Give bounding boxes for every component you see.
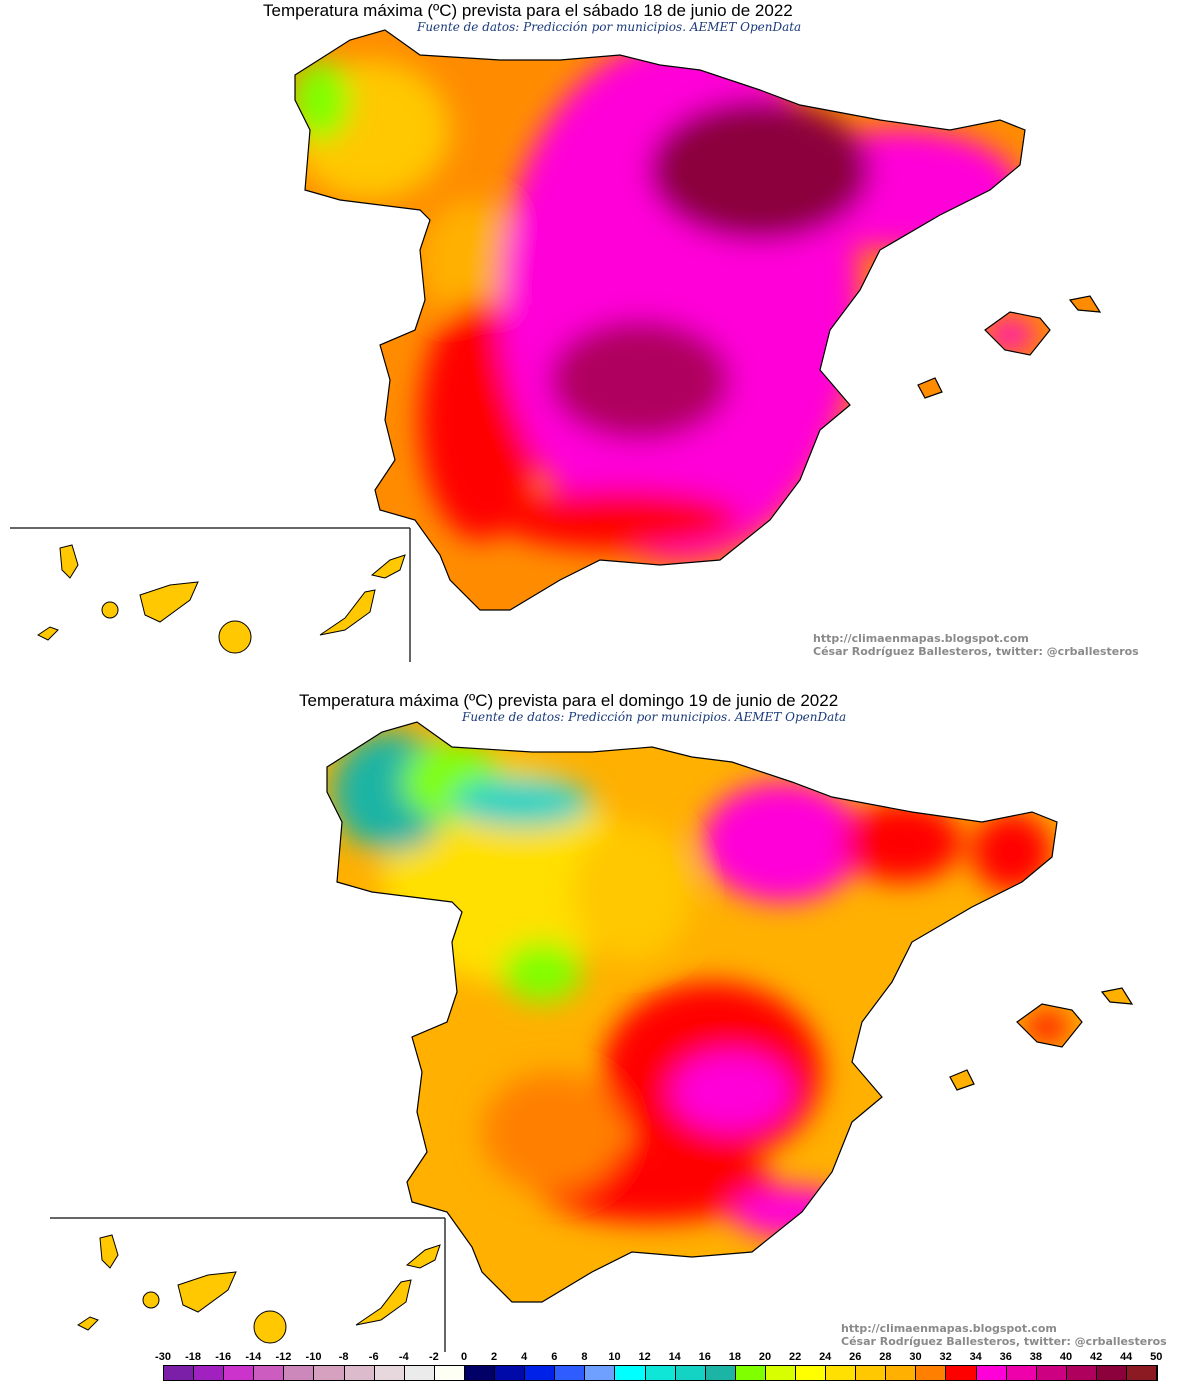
- legend-swatch: [675, 1366, 706, 1380]
- legend-tick-label: -14: [245, 1351, 262, 1363]
- map2-credit-author: César Rodríguez Ballesteros, twitter: @c…: [841, 1335, 1167, 1348]
- legend-swatch: [555, 1366, 586, 1380]
- legend-tick-label: 32: [939, 1351, 952, 1363]
- legend-tick-label: -10: [305, 1351, 322, 1363]
- legend-swatch: [705, 1366, 736, 1380]
- legend-swatch: [344, 1366, 375, 1380]
- legend-tick-label: -16: [215, 1351, 232, 1363]
- legend-tick-label: -30: [155, 1351, 171, 1363]
- legend-swatch: [615, 1366, 646, 1380]
- legend-swatch: [795, 1366, 827, 1380]
- legend-swatch: [826, 1366, 857, 1380]
- legend-tick-label: 28: [879, 1351, 892, 1363]
- map1-subtitle: Fuente de datos: Predicción por municipi…: [417, 20, 802, 34]
- legend-swatch: [464, 1366, 496, 1380]
- map2-canary-islands: [77, 1234, 441, 1344]
- legend-swatch: [495, 1366, 526, 1380]
- legend-tick-label: 10: [608, 1351, 621, 1363]
- legend-swatch: [585, 1366, 616, 1380]
- legend-tick-label: 22: [788, 1351, 802, 1363]
- legend-tick-label: -2: [429, 1351, 439, 1363]
- legend-tick-label: 4: [521, 1351, 528, 1363]
- legend-swatch: [1127, 1366, 1158, 1380]
- legend-tick-label: 16: [698, 1351, 711, 1363]
- legend-tick-label: 18: [728, 1351, 742, 1363]
- legend-swatch: [856, 1366, 887, 1380]
- legend-tick-label: 8: [581, 1351, 588, 1363]
- legend-tick-label: 6: [551, 1351, 558, 1363]
- legend-swatch: [1006, 1366, 1037, 1380]
- legend-swatch: [946, 1366, 977, 1380]
- legend-tick-label: 44: [1120, 1351, 1133, 1363]
- legend-swatch: [224, 1366, 255, 1380]
- legend-tick-label: 36: [999, 1351, 1012, 1363]
- legend-swatch: [194, 1366, 225, 1380]
- legend-tick-label: 12: [638, 1351, 651, 1363]
- legend-swatch: [735, 1366, 766, 1380]
- legend-swatch: [765, 1366, 796, 1380]
- legend-swatch: [254, 1366, 285, 1380]
- legend-swatch: [916, 1366, 947, 1380]
- legend-tick-label: -6: [368, 1351, 379, 1363]
- legend-swatch: [1066, 1366, 1097, 1380]
- legend-swatch: [434, 1366, 465, 1380]
- map2-subtitle: Fuente de datos: Predicción por municipi…: [462, 710, 847, 724]
- legend-tick-label: 24: [819, 1351, 832, 1363]
- legend-tick-label: 34: [969, 1351, 982, 1363]
- legend-swatch: [284, 1366, 315, 1380]
- legend-tick-label: -8: [338, 1351, 349, 1363]
- legend-swatch: [164, 1366, 195, 1380]
- map2-credit: http://climaenmapas.blogspot.com César R…: [841, 1322, 1167, 1348]
- legend-swatch: [886, 1366, 917, 1380]
- legend-swatch: [525, 1366, 556, 1380]
- legend-tick-label: 30: [909, 1351, 922, 1363]
- legend-tick-label: 20: [758, 1351, 772, 1363]
- map2-credit-url: http://climaenmapas.blogspot.com: [841, 1322, 1057, 1335]
- color-legend: [163, 1365, 1159, 1381]
- legend-labels: -30 -18 -16 -14 -12 -10 -8 -6 -4 -2 0 2 4 6 8 10 12 14 16 1…: [0, 1351, 1185, 1365]
- map1-credit-author: César Rodríguez Ballesteros, twitter: @c…: [813, 645, 1139, 658]
- map2-peninsula: [326, 721, 1133, 1303]
- map1-title: Temperatura máxima (ºC) prevista para el…: [263, 1, 793, 20]
- legend-tick-label: -18: [185, 1351, 202, 1363]
- legend-swatch: [314, 1366, 345, 1380]
- legend-tick-label: 40: [1059, 1351, 1073, 1363]
- legend-tick-label: 42: [1089, 1351, 1103, 1363]
- legend-swatch: [1036, 1366, 1067, 1380]
- legend-tick-label: -12: [275, 1351, 292, 1363]
- map1-credit-url: http://climaenmapas.blogspot.com: [813, 632, 1029, 645]
- legend-tick-label: 14: [668, 1351, 681, 1363]
- legend-tick-label: 0: [460, 1351, 468, 1363]
- legend-swatch: [1096, 1366, 1127, 1380]
- map1-credit: http://climaenmapas.blogspot.com César R…: [813, 632, 1139, 658]
- legend-tick-label: 50: [1150, 1351, 1163, 1363]
- legend-swatch: [374, 1366, 405, 1380]
- legend-swatch: [976, 1366, 1007, 1380]
- legend-swatch: [645, 1366, 676, 1380]
- map1-canary-islands: [37, 544, 406, 654]
- legend-tick-label: 38: [1029, 1351, 1043, 1363]
- legend-tick-label: 2: [491, 1351, 498, 1363]
- legend-swatch: [404, 1366, 435, 1380]
- legend-tick-label: -4: [398, 1351, 409, 1363]
- legend-tick-label: 26: [849, 1351, 862, 1363]
- map2-title: Temperatura máxima (ºC) prevista para el…: [299, 691, 839, 710]
- map1-peninsula: [294, 29, 1101, 611]
